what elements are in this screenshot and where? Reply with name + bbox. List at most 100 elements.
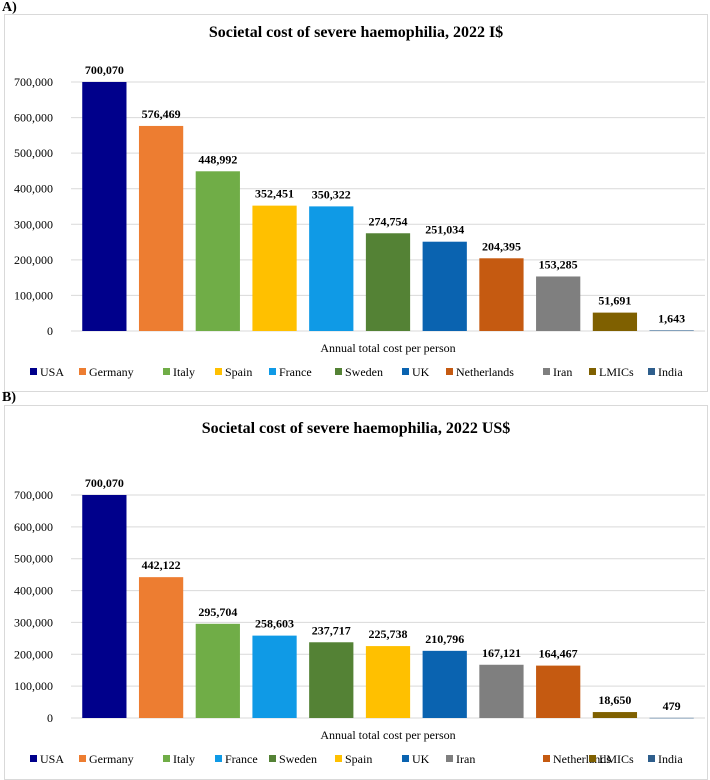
bar-india xyxy=(649,717,694,719)
y-tick-label: 300,000 xyxy=(14,217,53,231)
legend-swatch-france xyxy=(269,368,276,375)
legend-swatch-netherlands xyxy=(543,755,550,762)
data-label-netherlands: 164,467 xyxy=(539,647,578,661)
y-tick-label: 0 xyxy=(47,324,53,338)
legend-label-lmics: LMICs xyxy=(599,752,634,766)
bar-germany xyxy=(138,125,184,331)
bar-usa xyxy=(82,494,127,718)
bar-chart-b: Societal cost of severe haemophilia, 202… xyxy=(14,420,705,766)
bar-netherlands xyxy=(536,665,581,718)
legend-swatch-italy xyxy=(163,368,170,375)
data-label-spain: 352,451 xyxy=(255,187,294,201)
y-tick-label: 100,000 xyxy=(14,288,53,302)
y-tick-label: 500,000 xyxy=(14,552,53,566)
bar-usa xyxy=(82,81,127,331)
legend-swatch-sweden xyxy=(269,755,276,762)
bar-uk xyxy=(422,241,467,331)
y-tick-label: 300,000 xyxy=(14,615,53,629)
bar-france xyxy=(252,635,297,718)
data-label-iran: 153,285 xyxy=(539,257,578,271)
data-label-india: 1,643 xyxy=(658,311,685,325)
y-tick-label: 100,000 xyxy=(14,679,53,693)
legend-label-iran: Iran xyxy=(456,752,475,766)
bar-spain xyxy=(252,205,297,331)
legend-label-india: India xyxy=(658,752,683,766)
y-tick-label: 400,000 xyxy=(14,584,53,598)
bar-uk xyxy=(422,650,467,718)
y-tick-label: 600,000 xyxy=(14,520,53,534)
legend-label-india: India xyxy=(658,365,683,379)
bar-germany xyxy=(138,577,184,718)
data-label-usa: 700,070 xyxy=(85,476,124,490)
legend-swatch-usa xyxy=(30,368,37,375)
legend-swatch-iran xyxy=(543,368,550,375)
legend-label-spain: Spain xyxy=(225,365,252,379)
data-label-germany: 442,122 xyxy=(142,558,181,572)
data-label-spain: 225,738 xyxy=(369,627,408,641)
data-label-italy: 448,992 xyxy=(198,152,237,166)
legend-swatch-iran xyxy=(446,755,453,762)
data-label-uk: 210,796 xyxy=(425,632,464,646)
legend-label-germany: Germany xyxy=(89,752,134,766)
legend-label-sweden: Sweden xyxy=(279,752,317,766)
panel-label-a: A) xyxy=(2,0,17,15)
panel-label-b: B) xyxy=(2,390,16,405)
legend-swatch-lmics xyxy=(589,755,596,762)
y-tick-label: 200,000 xyxy=(14,253,53,267)
legend-label-uk: UK xyxy=(412,752,430,766)
data-label-uk: 251,034 xyxy=(425,223,464,237)
data-label-lmics: 51,691 xyxy=(598,294,631,308)
y-tick-label: 700,000 xyxy=(14,488,53,502)
legend-swatch-lmics xyxy=(589,368,596,375)
bar-iran xyxy=(536,276,581,331)
legend-swatch-spain xyxy=(215,368,222,375)
data-label-italy: 295,704 xyxy=(198,605,237,619)
bar-spain xyxy=(365,646,411,718)
legend-swatch-netherlands xyxy=(446,368,453,375)
legend-swatch-germany xyxy=(79,368,86,375)
chart-title: Societal cost of severe haemophilia, 202… xyxy=(209,24,503,41)
y-tick-label: 0 xyxy=(47,711,53,725)
bar-sweden xyxy=(365,233,411,331)
legend-label-germany: Germany xyxy=(89,365,134,379)
legend-label-sweden: Sweden xyxy=(345,365,383,379)
bar-italy xyxy=(195,171,240,331)
legend-label-usa: USA xyxy=(40,365,64,379)
legend-swatch-uk xyxy=(402,368,409,375)
legend-label-netherlands: Netherlands xyxy=(456,365,514,379)
legend-label-spain: Spain xyxy=(345,752,372,766)
legend-label-italy: Italy xyxy=(173,752,195,766)
legend-label-france: France xyxy=(279,365,312,379)
legend-label-lmics: LMICs xyxy=(599,365,634,379)
data-label-usa: 700,070 xyxy=(85,63,124,77)
bar-chart-a: Societal cost of severe haemophilia, 202… xyxy=(14,24,705,379)
legend-swatch-sweden xyxy=(335,368,342,375)
bar-netherlands xyxy=(479,258,524,331)
legend-label-uk: UK xyxy=(412,365,430,379)
legend-label-netherlands: Netherlands xyxy=(553,752,611,766)
legend-swatch-germany xyxy=(79,755,86,762)
y-tick-label: 600,000 xyxy=(14,111,53,125)
bar-france xyxy=(309,206,354,331)
y-tick-label: 400,000 xyxy=(14,182,53,196)
bar-italy xyxy=(195,623,240,718)
data-label-france: 258,603 xyxy=(255,617,294,631)
legend-label-france: France xyxy=(225,752,258,766)
data-label-sweden: 237,717 xyxy=(312,623,351,637)
y-tick-label: 700,000 xyxy=(14,75,53,89)
data-label-iran: 167,121 xyxy=(482,646,521,660)
legend-swatch-italy xyxy=(163,755,170,762)
data-label-india: 479 xyxy=(663,699,681,713)
legend-swatch-uk xyxy=(402,755,409,762)
x-axis-label: Annual total cost per person xyxy=(320,341,455,355)
bar-sweden xyxy=(309,642,354,718)
bar-lmics xyxy=(592,312,638,331)
bar-lmics xyxy=(592,712,638,718)
x-axis-label: Annual total cost per person xyxy=(320,728,455,742)
legend-swatch-france xyxy=(215,755,222,762)
legend-label-italy: Italy xyxy=(173,365,195,379)
bar-india xyxy=(649,330,694,331)
legend-label-iran: Iran xyxy=(553,365,572,379)
legend-swatch-usa xyxy=(30,755,37,762)
data-label-sweden: 274,754 xyxy=(369,214,408,228)
